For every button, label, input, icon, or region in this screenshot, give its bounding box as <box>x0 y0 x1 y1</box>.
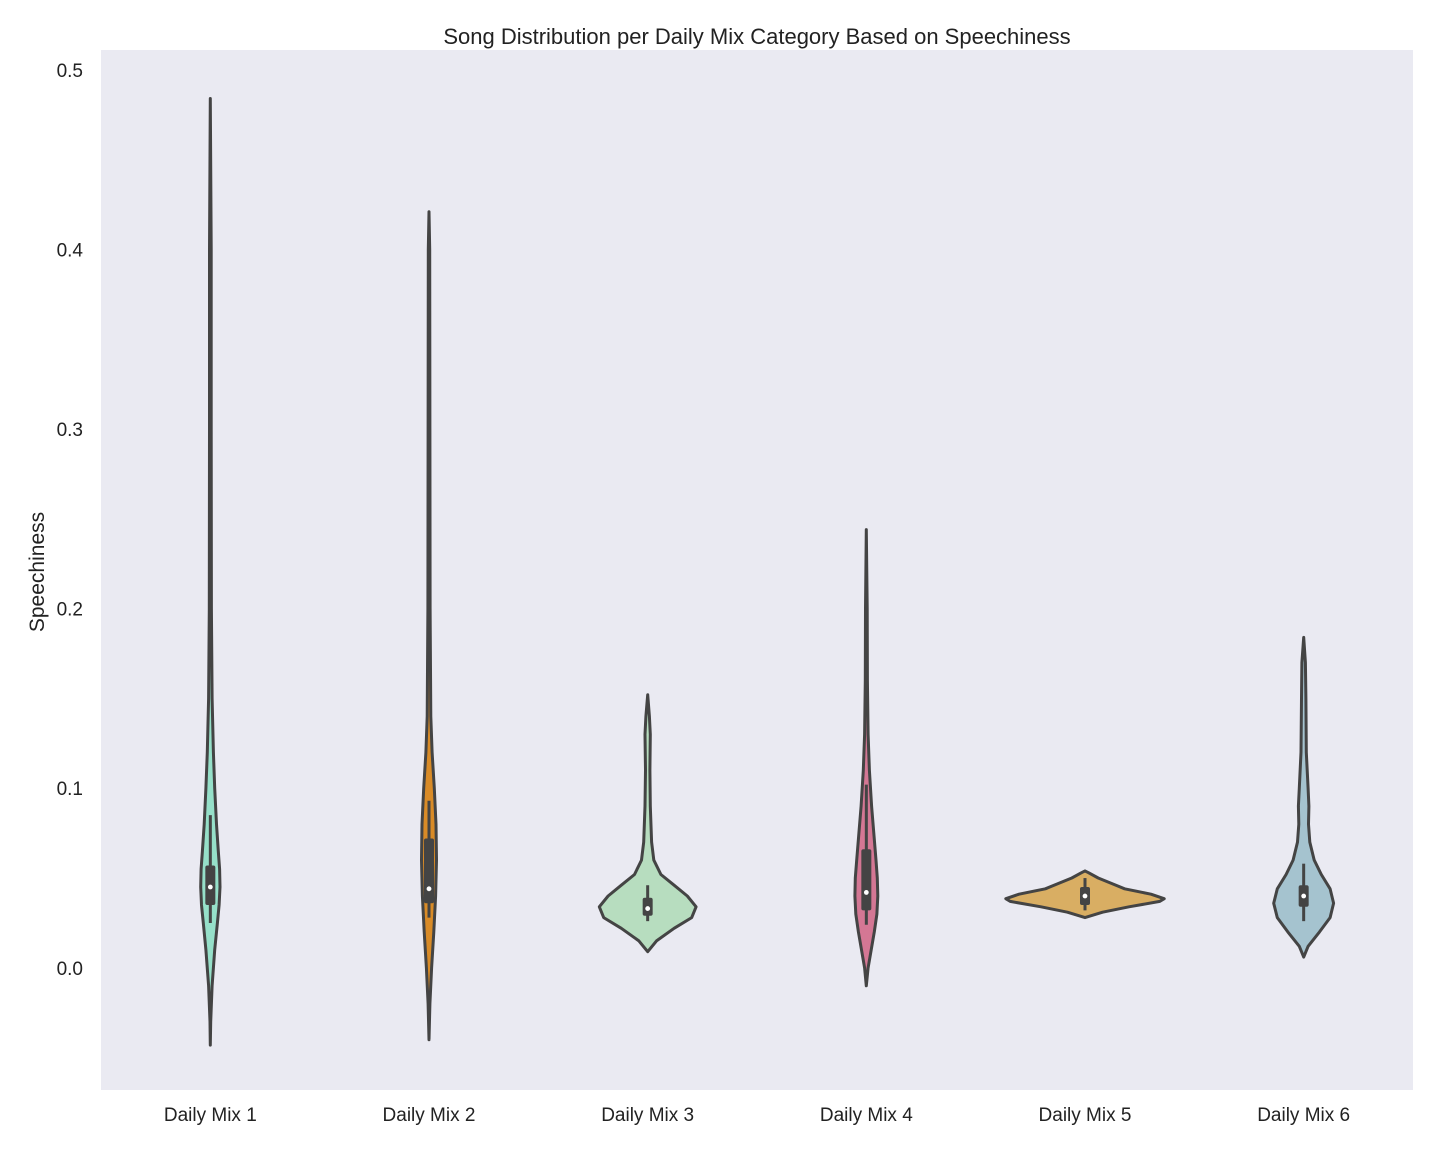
y-tick-label: 0.1 <box>57 779 83 800</box>
violin-box <box>424 838 434 904</box>
violin-median <box>863 890 869 895</box>
violin-body <box>420 210 438 1042</box>
plot-background <box>101 50 1413 1090</box>
violins <box>199 97 1336 1047</box>
violin-body <box>1272 635 1336 959</box>
y-tick-label: 0.0 <box>57 959 83 980</box>
y-tick-label: 0.3 <box>57 420 83 441</box>
violin-body <box>597 693 698 954</box>
y-tick-label: 0.5 <box>57 61 83 82</box>
violin-body <box>199 97 222 1047</box>
x-tick-label: Daily Mix 4 <box>820 1105 913 1126</box>
x-tick-label: Daily Mix 5 <box>1039 1105 1132 1126</box>
y-tick-label: 0.4 <box>57 240 84 261</box>
x-tick-label: Daily Mix 3 <box>601 1105 694 1126</box>
y-tick-label: 0.2 <box>57 600 83 621</box>
x-tick-label: Daily Mix 2 <box>383 1105 476 1126</box>
violin-box <box>861 849 872 911</box>
violin-median <box>426 886 432 892</box>
violin-median <box>207 884 213 890</box>
y-ticks: 0.0 0.1 0.2 0.3 0.4 0.5 <box>57 61 84 980</box>
violin-body <box>853 528 880 988</box>
violin-median <box>645 906 651 911</box>
chart-title: Song Distribution per Daily Mix Category… <box>443 24 1070 49</box>
x-tick-label: Daily Mix 1 <box>164 1105 257 1126</box>
violin-median <box>1301 893 1307 899</box>
y-axis-label: Speechiness <box>26 512 49 632</box>
x-tick-label: Daily Mix 6 <box>1257 1105 1350 1126</box>
violin-median <box>1082 893 1088 899</box>
x-ticks: Daily Mix 1 Daily Mix 2 Daily Mix 3 Daily M… <box>164 1105 1350 1126</box>
